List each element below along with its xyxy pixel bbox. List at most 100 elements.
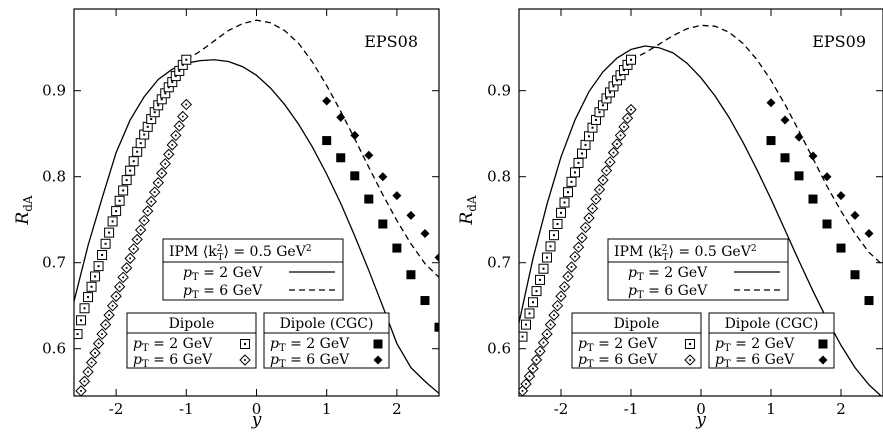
marker-dot bbox=[549, 323, 552, 326]
marker-dot bbox=[157, 181, 160, 184]
marker-dot bbox=[539, 278, 541, 281]
marker-dot bbox=[588, 216, 590, 219]
data-point-dipole_pt6 bbox=[113, 281, 126, 293]
data-point-dipole_pt2 bbox=[118, 185, 129, 196]
marker-dot bbox=[132, 160, 135, 163]
marker-dot bbox=[153, 191, 156, 194]
data-point-dipole_pt6 bbox=[134, 224, 147, 236]
data-point-dipole_pt6 bbox=[611, 138, 623, 150]
label-text: = 6 GeV bbox=[594, 352, 658, 368]
data-point-dipole_pt2 bbox=[135, 138, 146, 149]
data-point-dipole_pt6 bbox=[604, 156, 616, 168]
legend-dipole-item-pt2: pT = 2 GeV bbox=[578, 336, 658, 354]
marker-dot bbox=[108, 314, 111, 317]
marker-dot bbox=[97, 342, 100, 345]
label-sub: T bbox=[724, 343, 731, 354]
marker-dot bbox=[160, 98, 163, 101]
label-sub: T bbox=[192, 272, 199, 283]
data-point-dipole_pt6 bbox=[523, 370, 536, 382]
label-text: = 2 GeV bbox=[149, 336, 213, 352]
legend-ipm-item-pt6: pT = 6 GeV bbox=[628, 283, 708, 301]
marker-dot bbox=[115, 210, 118, 213]
label-sub: T bbox=[587, 359, 594, 370]
data-point-cgc_pt6 bbox=[350, 130, 360, 140]
data-point-dipole_pt2 bbox=[570, 167, 580, 178]
label-symbol: p bbox=[133, 336, 142, 352]
x-tick-label: 1 bbox=[766, 400, 776, 418]
x-tick-label: -1 bbox=[624, 400, 639, 418]
data-point-cgc_pt6 bbox=[364, 150, 374, 160]
legend-marker-diamond-open bbox=[239, 354, 251, 366]
marker-dot bbox=[167, 153, 170, 156]
data-point-dipole_pt2 bbox=[528, 297, 538, 308]
label-text: = 6 GeV bbox=[731, 352, 795, 368]
data-point-dipole_pt2 bbox=[121, 175, 132, 186]
marker-dot bbox=[90, 361, 93, 364]
data-point-cgc_pt2 bbox=[420, 296, 430, 306]
marker-dot bbox=[542, 341, 545, 344]
data-point-dipole_pt2 bbox=[93, 261, 104, 272]
data-point-cgc_pt6 bbox=[794, 132, 804, 142]
y-tick-label: 0.8 bbox=[42, 168, 66, 186]
marker-dot bbox=[570, 266, 573, 268]
marker-dot bbox=[94, 352, 97, 354]
marker-dot bbox=[616, 143, 618, 146]
marker-dot bbox=[108, 231, 111, 234]
marker-dot bbox=[244, 359, 246, 361]
legend-marker-square-filled bbox=[373, 339, 383, 349]
marker-dot bbox=[591, 207, 594, 210]
label-sub: T bbox=[637, 272, 644, 283]
marker-dot bbox=[542, 267, 545, 270]
marker-dot bbox=[577, 246, 580, 249]
label-text: = 6 GeV bbox=[199, 283, 263, 299]
marker-dot bbox=[83, 380, 86, 383]
legend-ipm-item-pt2: pT = 2 GeV bbox=[183, 265, 263, 283]
data-point-dipole_pt2 bbox=[552, 219, 563, 229]
marker-dot bbox=[532, 367, 534, 370]
label-symbol: p bbox=[133, 352, 142, 368]
marker-dot bbox=[626, 63, 629, 66]
x-tick-label: 2 bbox=[392, 400, 402, 418]
legend-cgc-item-pt6: pT = 6 GeV bbox=[715, 352, 795, 370]
data-point-dipole_pt6 bbox=[138, 214, 150, 227]
legend-cgc-item-pt2: pT = 2 GeV bbox=[715, 336, 795, 354]
marker-dot bbox=[619, 134, 622, 137]
legend-ipm-item-pt6: pT = 6 GeV bbox=[183, 283, 263, 301]
marker-dot bbox=[97, 265, 100, 268]
label-sub: T bbox=[142, 343, 149, 354]
series-line-ipm_pt6 bbox=[630, 24, 883, 266]
label-symbol: p bbox=[715, 352, 724, 368]
marker-dot bbox=[584, 226, 587, 229]
marker-dot bbox=[80, 389, 83, 392]
marker-dot bbox=[178, 124, 181, 127]
x-tick-label: -2 bbox=[109, 400, 124, 418]
marker-dot bbox=[101, 253, 104, 256]
y-axis-label-main: R bbox=[13, 212, 33, 226]
data-point-dipole_pt2 bbox=[76, 315, 87, 326]
data-point-dipole_pt6 bbox=[120, 262, 133, 274]
data-point-dipole_pt6 bbox=[530, 354, 543, 366]
data-point-dipole_pt6 bbox=[572, 241, 585, 253]
marker-dot bbox=[157, 104, 160, 107]
marker-dot bbox=[125, 266, 128, 269]
legend-cgc-title: Dipole (CGC) bbox=[725, 316, 819, 332]
label-text: = 6 GeV bbox=[149, 352, 213, 368]
marker-dot bbox=[521, 335, 524, 338]
data-point-dipole_pt6 bbox=[579, 221, 592, 234]
marker-dot bbox=[87, 296, 90, 299]
data-point-dipole_pt6 bbox=[117, 271, 129, 284]
data-point-cgc_pt2 bbox=[808, 194, 818, 204]
marker-dot bbox=[160, 172, 163, 175]
marker-dot bbox=[577, 161, 580, 164]
data-point-dipole_pt2 bbox=[556, 207, 566, 218]
marker-dot bbox=[178, 69, 181, 72]
legend-ipm-item-pt2: pT = 2 GeV bbox=[628, 265, 708, 283]
marker-dot bbox=[539, 350, 541, 353]
data-point-dipole_pt6 bbox=[96, 328, 108, 340]
